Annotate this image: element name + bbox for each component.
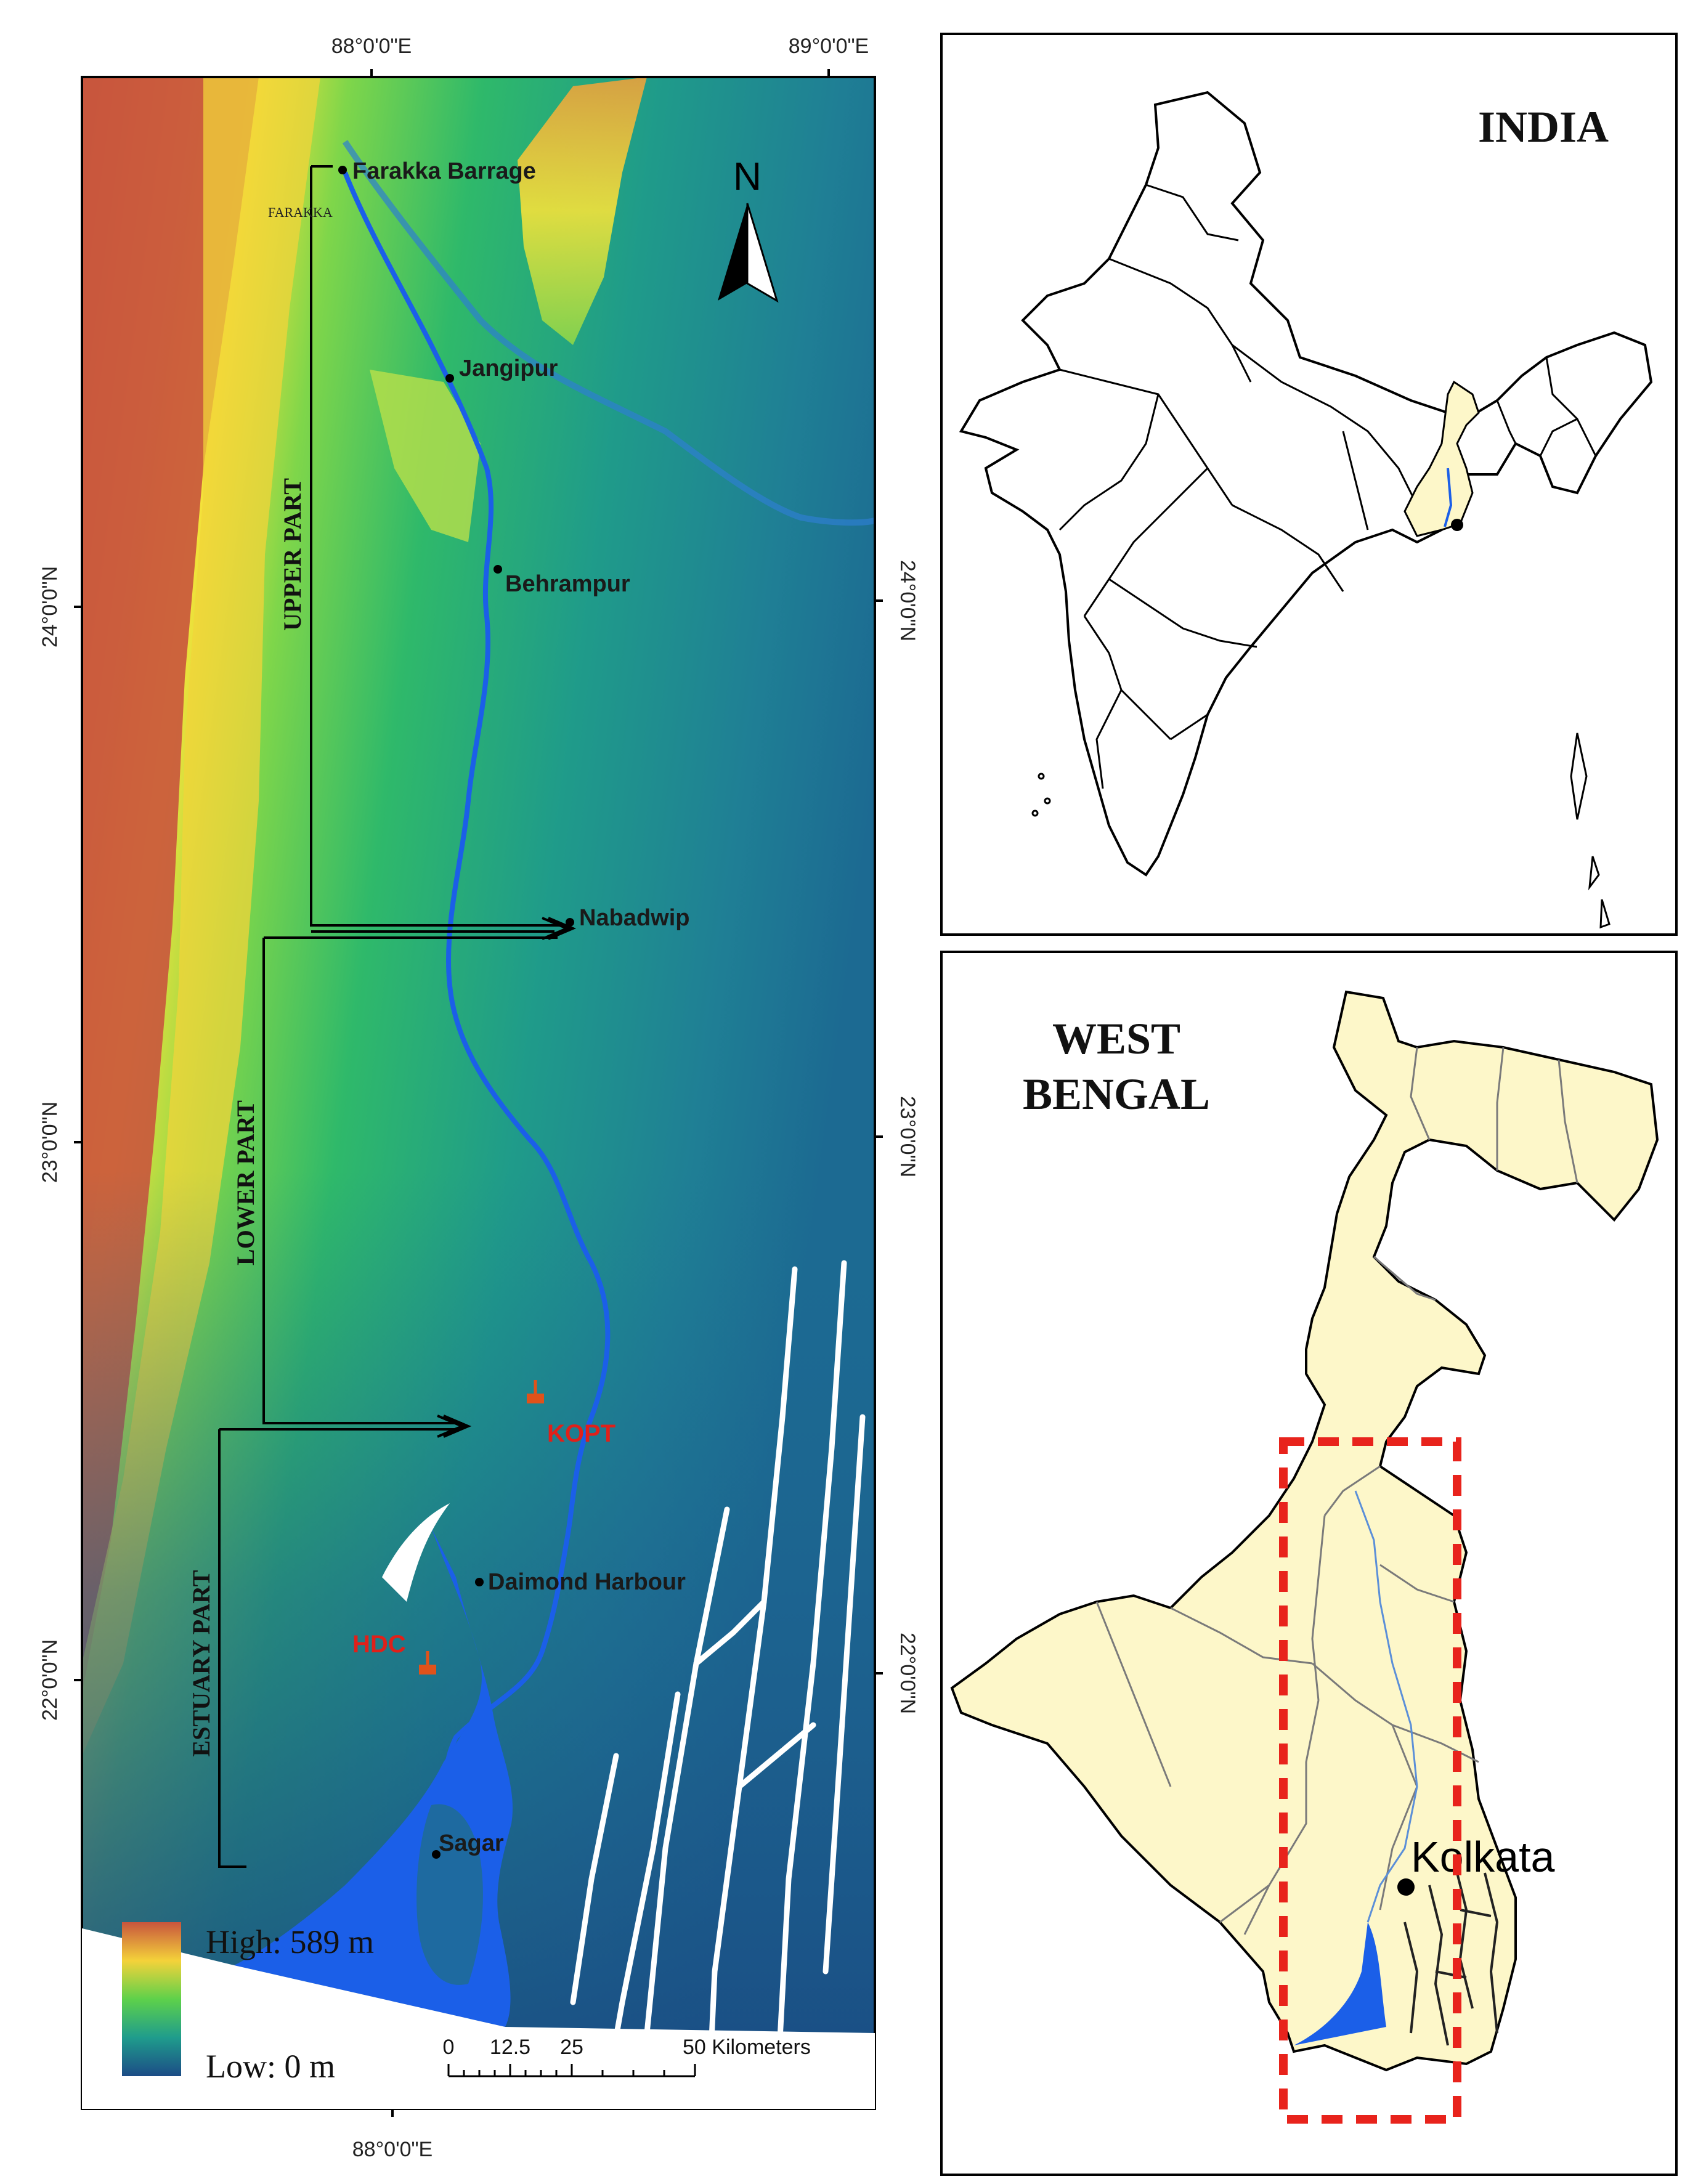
india-west-bengal-highlight xyxy=(1403,380,1480,537)
label-hdc: HDC xyxy=(352,1631,406,1658)
west-bengal-title-line2: BENGAL xyxy=(1023,1070,1210,1119)
sagar-island xyxy=(416,1804,483,1985)
west-bengal-outline xyxy=(950,990,1659,2072)
bottom-tick-88e: 88°0'0"E xyxy=(352,2138,433,2161)
north-arrow-icon: N xyxy=(718,154,779,303)
padma-river xyxy=(342,140,875,526)
label-farakka-barrage: Farakka Barrage xyxy=(352,158,536,184)
scale-label-12-5: 12.5 xyxy=(490,2036,530,2059)
label-daimond-harbour: Daimond Harbour xyxy=(488,1569,686,1595)
west-bengal-estuary xyxy=(1294,1922,1386,2045)
left-tick-23n: 23°0'0"N xyxy=(38,1102,62,1183)
north-label: N xyxy=(733,154,762,198)
lower-part-label: LOWER PART xyxy=(232,1100,259,1265)
scale-label-0: 0 xyxy=(443,2036,455,2059)
dem-northern-hills xyxy=(518,77,647,345)
label-nabadwip: Nabadwip xyxy=(579,905,689,931)
haldi-channel xyxy=(382,1503,450,1602)
left-tick-24n: 24°0'0"N xyxy=(38,566,62,647)
label-sagar: Sagar xyxy=(439,1830,504,1856)
top-tick-88e: 88°0'0"E xyxy=(331,35,412,58)
legend-high: High: 589 m xyxy=(206,1923,374,1960)
west-bengal-hooghly xyxy=(1354,1490,1418,1923)
hdc-station-icon xyxy=(419,1651,436,1675)
legend-low: Low: 0 m xyxy=(206,2048,335,2085)
india-title: INDIA xyxy=(1478,102,1609,152)
label-farakka-small: FARAKKA xyxy=(268,205,333,220)
right-tick-24n: 24°0'0"N xyxy=(896,560,919,641)
label-kopt: KOPT xyxy=(547,1420,615,1447)
label-jangipur: Jangipur xyxy=(459,355,558,381)
hooghly-river xyxy=(343,171,611,1910)
india-inset: INDIA xyxy=(940,33,1678,936)
scale-bar xyxy=(447,2064,696,2077)
place-markers xyxy=(338,166,574,1859)
right-tick-23n: 23°0'0"N xyxy=(896,1096,919,1177)
left-tick-22n: 22°0'0"N xyxy=(38,1639,62,1721)
west-bengal-inset: WEST BENGAL xyxy=(940,951,1678,2176)
elevation-legend-bar xyxy=(122,1922,181,2076)
scale-label-25: 25 xyxy=(560,2036,583,2059)
west-bengal-title-line1: WEST xyxy=(1052,1014,1180,1063)
dem-rajmahal-spur xyxy=(370,370,481,542)
study-area-box xyxy=(1279,1437,1461,2124)
india-hooghly-icon xyxy=(1444,468,1453,527)
legend-background xyxy=(82,1928,875,2109)
main-dem-map: 88°0'0"E 89°0'0"E 88°0'0"E 24°0'0"N 23°0… xyxy=(38,35,919,2161)
kolkata-marker xyxy=(1397,1878,1415,1896)
section-brackets xyxy=(218,165,577,1868)
kopt-station-icon xyxy=(527,1380,544,1403)
india-sundarbans-mark xyxy=(1451,519,1463,531)
dem-upland-band xyxy=(82,77,320,1756)
upper-part-label: UPPER PART xyxy=(278,478,306,631)
west-bengal-sundarbans xyxy=(1403,1860,1499,2046)
kolkata-label: Kolkata xyxy=(1411,1833,1555,1881)
scale-label-50: 50 Kilometers xyxy=(683,2036,811,2059)
top-tick-89e: 89°0'0"E xyxy=(789,35,869,58)
right-tick-22n: 22°0'0"N xyxy=(896,1633,919,1714)
label-behrampur: Behrampur xyxy=(505,571,630,597)
graticule-ticks xyxy=(74,69,883,2117)
india-islands xyxy=(1031,733,1611,929)
estuary-part-label: ESTUARY PART xyxy=(187,1570,215,1756)
india-state-boundaries xyxy=(1058,184,1597,789)
